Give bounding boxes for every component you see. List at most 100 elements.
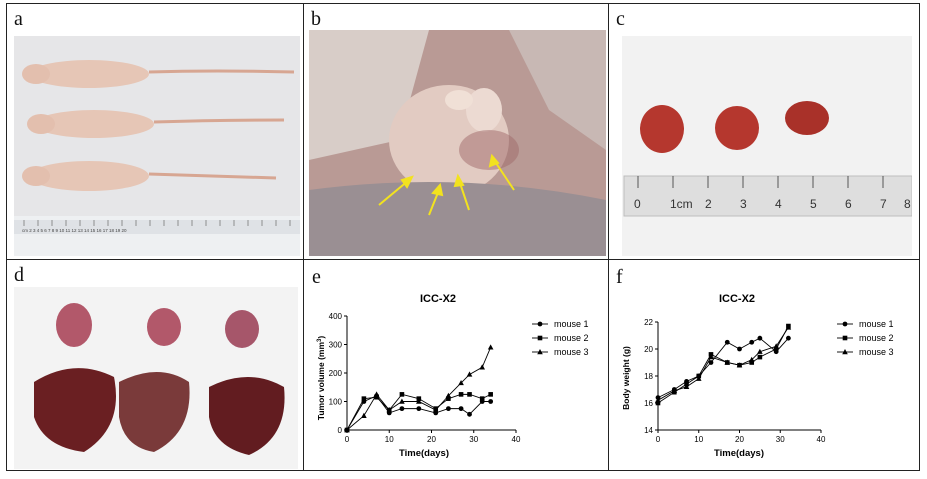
chart-title: ICC-X2	[719, 293, 755, 305]
data-point-series-1	[737, 346, 742, 352]
legend-marker	[842, 349, 848, 355]
data-point-series-3	[399, 398, 405, 404]
ruler-c-4: 4	[775, 197, 782, 211]
photo-dissection	[309, 30, 606, 256]
data-point-series-2	[399, 392, 405, 397]
ruler-c-5: 5	[810, 197, 817, 211]
data-point-series-1	[416, 406, 422, 412]
data-point-series-3	[386, 407, 393, 413]
legend-label: mouse 2	[859, 333, 894, 343]
data-point-series-3	[458, 379, 464, 386]
data-point-series-2	[757, 354, 763, 360]
data-point-series-2	[458, 392, 464, 397]
legend-label: mouse 3	[859, 347, 894, 357]
x-tick-label: 40	[512, 435, 521, 444]
x-tick-label: 30	[469, 435, 478, 444]
data-point-series-3	[479, 364, 485, 370]
panel-label-c: c	[616, 8, 625, 30]
data-point-series-2	[749, 360, 755, 365]
series-line-1	[657, 337, 789, 399]
x-tick-label: 20	[735, 435, 744, 444]
ruler-c-3: 3	[740, 197, 747, 211]
ruler-c-2: 2	[705, 197, 712, 211]
data-point-series-1	[786, 335, 791, 341]
panel-label-f: f	[616, 266, 623, 288]
data-point-series-3	[432, 407, 439, 413]
data-point-series-1	[757, 335, 763, 341]
legend-marker	[537, 335, 543, 341]
data-point-series-1	[446, 406, 451, 412]
data-point-series-3	[785, 324, 792, 330]
data-point-series-3	[445, 392, 452, 398]
series-line-3	[657, 327, 789, 401]
panel-label-b: b	[311, 8, 321, 30]
legend-label: mouse 3	[554, 347, 589, 357]
legend-marker	[537, 349, 543, 355]
y-tick-label: 0	[338, 426, 343, 435]
data-point-series-2	[374, 394, 379, 400]
divider-vertical-2	[608, 3, 609, 471]
data-point-series-3	[361, 412, 367, 418]
panel-label-d: d	[14, 264, 24, 286]
x-tick-label: 20	[427, 435, 436, 444]
data-point-series-1	[467, 411, 472, 417]
data-point-series-1	[708, 360, 714, 365]
y-tick-label: 100	[329, 398, 343, 407]
x-tick-label: 0	[345, 435, 350, 444]
x-tick-label: 10	[385, 435, 394, 444]
chart-tumor-volume: ICC-X2 Time(days) Tumor volume (mm3) 0 10…	[316, 293, 589, 459]
panel-label-a: a	[14, 8, 23, 30]
data-point-series-2	[467, 392, 472, 397]
series-line-3	[346, 347, 492, 431]
y-tick-label: 200	[329, 369, 343, 378]
photo-organs	[14, 287, 298, 469]
data-point-series-2	[361, 396, 367, 401]
x-tick-label: 30	[776, 435, 785, 444]
data-point-series-3	[773, 343, 779, 349]
y-axis-label: Tumor volume (mm3)	[316, 336, 326, 421]
data-point-series-1	[458, 406, 464, 412]
data-point-series-3	[671, 387, 678, 394]
y-tick-label: 16	[644, 399, 653, 408]
data-point-series-2	[479, 396, 485, 401]
y-tick-label: 400	[329, 312, 343, 321]
data-point-series-3	[655, 397, 661, 403]
x-tick-label: 10	[694, 435, 703, 444]
data-point-series-2	[488, 392, 493, 397]
data-point-series-3	[344, 427, 350, 433]
x-tick-label: 0	[656, 435, 661, 444]
data-point-series-1	[724, 339, 730, 345]
data-point-series-2	[655, 400, 661, 406]
legend-label: mouse 1	[859, 319, 894, 329]
legend-label: mouse 2	[554, 333, 589, 343]
ruler-c-0: 0	[634, 197, 641, 211]
data-point-series-3	[683, 383, 690, 389]
data-point-series-2	[773, 346, 779, 352]
ruler-c-6: 6	[845, 197, 852, 211]
data-point-series-3	[487, 344, 494, 350]
data-point-series-2	[446, 396, 451, 401]
y-tick-label: 22	[644, 318, 653, 327]
data-point-series-3	[373, 391, 380, 397]
ruler-text: cm 2 3 4 5 6 7 8 9 10 11 12 13 14 15 16 …	[22, 228, 127, 233]
photo-tumors: 0 1cm 2 3 4 5 6 7 8	[622, 36, 912, 256]
ruler-c-1: 1cm	[670, 197, 693, 211]
legend-label: mouse 1	[554, 319, 589, 329]
divider-vertical-1	[303, 3, 304, 471]
data-point-series-3	[724, 359, 731, 365]
data-point-series-3	[695, 375, 702, 381]
panel-label-e: e	[312, 266, 321, 288]
data-point-series-3	[736, 362, 743, 368]
arrows	[378, 153, 515, 216]
chart-body-weight: ICC-X2 Time(days) Body weight (g) 0 10 20 3…	[621, 293, 894, 459]
data-point-series-3	[748, 356, 755, 362]
ruler-c-7: 7	[880, 197, 887, 211]
data-point-series-3	[416, 398, 422, 404]
figure-frame	[6, 3, 920, 471]
data-point-series-1	[749, 339, 755, 345]
data-point-series-1	[399, 406, 405, 412]
photo-mice: cm 2 3 4 5 6 7 8 9 10 11 12 13 14 15 16 …	[14, 36, 300, 256]
x-axis-label: Time(days)	[714, 448, 764, 459]
y-axis-label: Body weight (g)	[621, 346, 631, 410]
data-point-series-1	[488, 399, 494, 404]
